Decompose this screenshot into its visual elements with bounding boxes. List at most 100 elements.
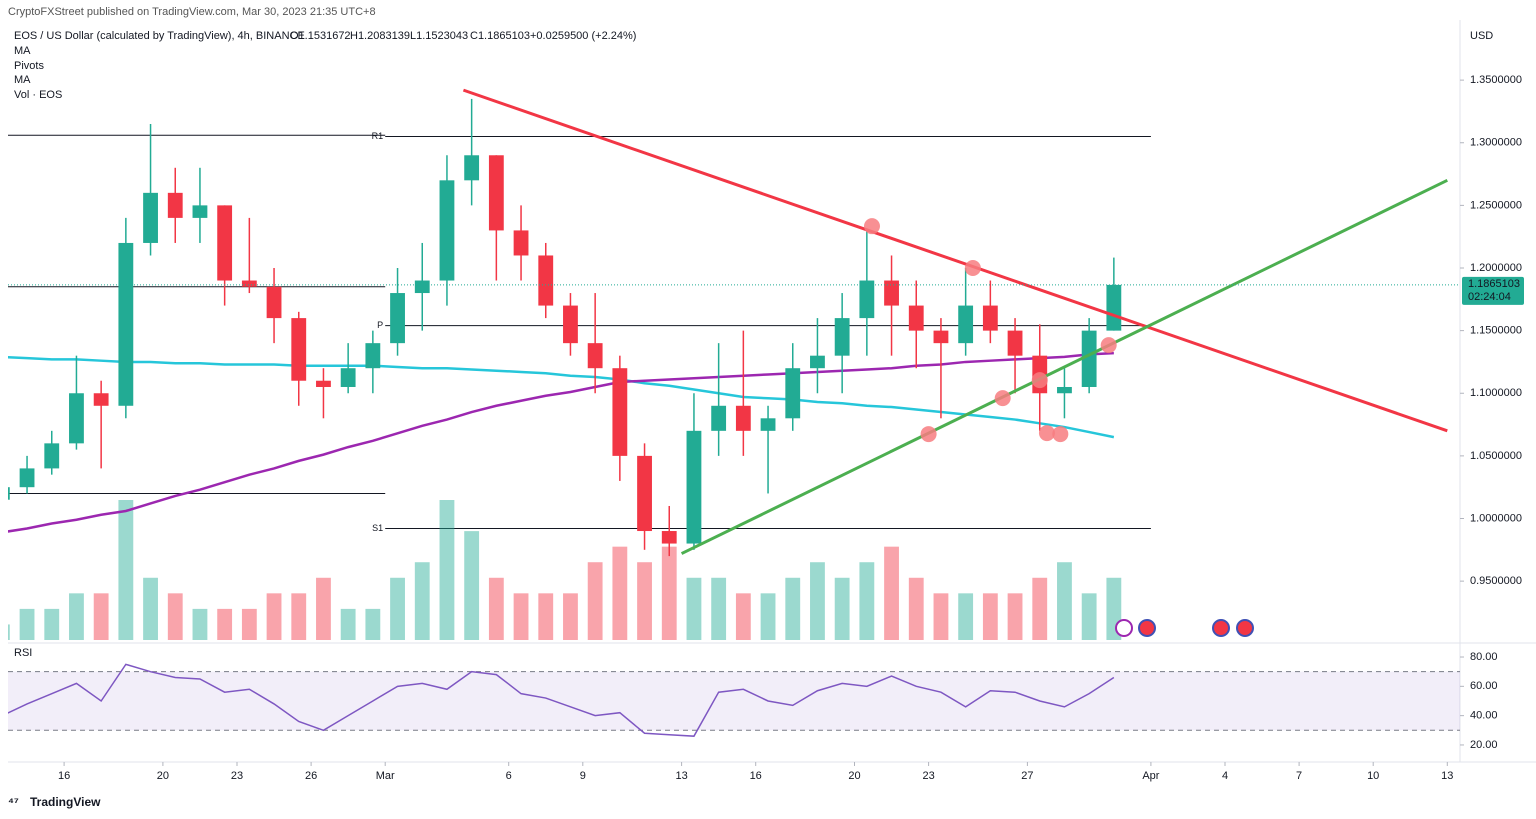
candle-body	[686, 430, 702, 544]
trendline	[680, 178, 1448, 555]
candle-body	[143, 192, 158, 243]
legend-pivots: Pivots	[14, 60, 44, 72]
trendline	[462, 88, 1448, 433]
volume-bar	[686, 577, 702, 640]
x-tick-label: 4	[1222, 770, 1228, 782]
y-tick-label: 1.3500000	[1470, 74, 1522, 86]
x-tick-label: Apr	[1142, 770, 1159, 782]
pivot-label: R1	[372, 131, 384, 141]
ohlc-value: H1.2083139	[350, 30, 410, 42]
x-tick-label: 7	[1296, 770, 1302, 782]
x-tick-label: 13	[1441, 770, 1453, 782]
volume-bar	[1032, 577, 1048, 640]
rsi-tick-label: 80.00	[1470, 651, 1498, 663]
volume-bar	[19, 608, 35, 640]
volume-bar	[587, 562, 603, 640]
volume-bar	[735, 593, 751, 640]
candle-body	[266, 286, 282, 319]
volume-bar	[711, 577, 727, 640]
volume-bar	[217, 608, 233, 640]
event-icon[interactable]	[1115, 619, 1133, 637]
volume-bar	[908, 577, 924, 640]
candle-body	[439, 180, 455, 281]
brand-logo: ⁴⁷	[8, 795, 19, 809]
volume-bar	[241, 608, 257, 640]
volume-bar	[785, 577, 801, 640]
volume-bar	[563, 593, 578, 640]
candle-body	[69, 393, 84, 444]
y-tick-label: 1.0500000	[1470, 450, 1522, 462]
ohlc-value: L1.1523043	[410, 30, 468, 42]
candle-body	[587, 343, 603, 369]
candle-body	[661, 531, 677, 544]
event-flag[interactable]	[1138, 619, 1156, 637]
volume-bar	[93, 593, 109, 640]
highlight-circle	[994, 390, 1011, 407]
volume-bar	[414, 562, 430, 640]
x-tick-label: 9	[580, 770, 586, 782]
symbol: EOS / US Dollar (calculated by TradingVi…	[14, 30, 305, 42]
candle-body	[958, 305, 974, 344]
candle-body	[982, 305, 998, 331]
volume-bar	[44, 608, 60, 640]
candle-body	[8, 487, 10, 500]
volume-bar	[192, 608, 208, 640]
candle-body	[340, 368, 356, 387]
price-pane: R1 P S1	[8, 88, 1460, 640]
highlight-circle	[1100, 337, 1117, 354]
event-flag[interactable]	[1236, 619, 1254, 637]
event-flag[interactable]	[1212, 619, 1230, 637]
x-tick-label: 6	[506, 770, 512, 782]
candle-body	[711, 405, 727, 431]
brand: TradingView	[30, 795, 101, 809]
candle-body	[217, 205, 233, 281]
candle-body	[93, 393, 109, 406]
volume-bar	[316, 577, 331, 640]
volume-bar	[859, 562, 875, 640]
candle-body	[118, 242, 134, 406]
y-tick-label: 1.2000000	[1470, 262, 1522, 274]
volume-bar	[439, 500, 455, 640]
moving-average	[8, 351, 1114, 533]
volume-bar	[834, 577, 850, 640]
candle-body	[538, 255, 554, 306]
x-tick-label: 16	[58, 770, 70, 782]
volume-bar	[958, 593, 974, 640]
volume-bar	[464, 531, 480, 640]
highlight-circle	[1052, 426, 1069, 443]
y-tick-label: 1.0000000	[1470, 512, 1522, 524]
countdown: 02:24:04	[1468, 291, 1511, 303]
pivot-label: P	[377, 320, 383, 330]
candle-body	[735, 405, 751, 431]
rsi-line	[8, 663, 1115, 737]
x-tick-label: 16	[750, 770, 762, 782]
x-tick-label: 23	[231, 770, 243, 782]
candle-body	[1057, 386, 1072, 394]
highlight-circle	[863, 218, 880, 235]
last-price-label: 1.1865103	[1468, 278, 1520, 290]
candle-body	[884, 280, 899, 306]
candle-body	[316, 380, 331, 387]
legend-ma: MA	[14, 74, 31, 86]
candle-body	[291, 318, 307, 381]
candle-body	[464, 155, 480, 181]
axes: 0.9500000 1.0000000 1.0500000 1.1000000 1.15…	[58, 74, 1524, 782]
volume-bar	[390, 577, 405, 640]
candle-body	[1081, 330, 1097, 387]
candle-body	[241, 280, 257, 287]
x-tick-label: Mar	[376, 770, 395, 782]
volume-bar	[488, 577, 504, 640]
rsi-band-fill	[8, 671, 1460, 731]
y-tick-label: 1.2500000	[1470, 199, 1522, 211]
volume-bar	[266, 593, 282, 640]
rsi-tick-label: 60.00	[1470, 680, 1498, 692]
candle-body	[908, 305, 924, 331]
candle-body	[785, 368, 801, 419]
ohlc-value: C1.1865103	[470, 30, 530, 42]
y-tick-label: 1.1000000	[1470, 387, 1522, 399]
candle-body	[19, 468, 35, 488]
candle-body	[637, 455, 652, 532]
volume-bar	[1057, 562, 1072, 640]
volume-bar	[884, 546, 899, 640]
